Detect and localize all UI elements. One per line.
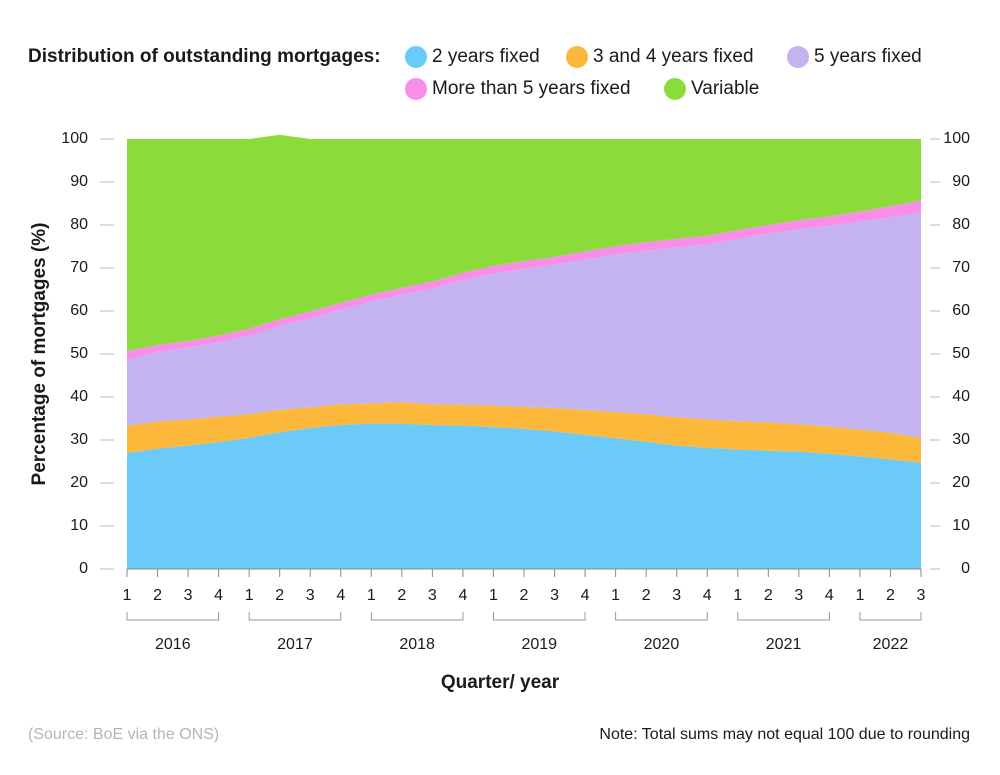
y-tick-label: 40 xyxy=(70,388,88,405)
y-tick-label-right: 80 xyxy=(952,216,970,233)
year-label: 2019 xyxy=(521,636,557,653)
y-tick-label: 60 xyxy=(70,302,88,319)
x-tick-label: 4 xyxy=(214,587,223,604)
legend-label: 5 years fixed xyxy=(814,46,922,67)
note: Note: Total sums may not equal 100 due t… xyxy=(599,726,970,743)
x-tick-label: 3 xyxy=(917,587,926,604)
year-label: 2017 xyxy=(277,636,313,653)
x-tick-label: 4 xyxy=(458,587,467,604)
x-axis-title: Quarter/ year xyxy=(441,672,560,693)
y-tick-label: 70 xyxy=(70,259,88,276)
y-tick-label-right: 70 xyxy=(952,259,970,276)
y-tick-label-right: 10 xyxy=(952,517,970,534)
y-tick-label: 20 xyxy=(70,474,88,491)
area xyxy=(127,134,921,351)
y-tick-label: 80 xyxy=(70,216,88,233)
x-tick-label: 3 xyxy=(184,587,193,604)
legend-marker xyxy=(566,46,588,68)
y-tick-label-right: 0 xyxy=(961,560,970,577)
legend-marker xyxy=(787,46,809,68)
x-tick-label: 3 xyxy=(428,587,437,604)
x-tick-label: 4 xyxy=(825,587,834,604)
y-tick-label: 10 xyxy=(70,517,88,534)
x-tick-label: 4 xyxy=(581,587,590,604)
year-bracket xyxy=(859,612,922,621)
x-tick-label: 4 xyxy=(336,587,345,604)
y-axis-title: Percentage of mortgages (%) xyxy=(29,223,50,486)
legend-title: Distribution of outstanding mortgages: xyxy=(28,46,381,67)
x-tick-label: 2 xyxy=(886,587,895,604)
area xyxy=(127,200,921,361)
x-tick-label: 2 xyxy=(275,587,284,604)
x-tick-label: 1 xyxy=(489,587,498,604)
x-tick-label: 2 xyxy=(153,587,162,604)
year-label: 2018 xyxy=(399,636,435,653)
year-label: 2021 xyxy=(766,636,802,653)
year-label: 2016 xyxy=(155,636,191,653)
y-tick-label: 50 xyxy=(70,345,88,362)
x-tick-label: 1 xyxy=(245,587,254,604)
legend-label: More than 5 years fixed xyxy=(432,78,631,99)
x-tick-label: 3 xyxy=(306,587,315,604)
y-tick-label-right: 50 xyxy=(952,345,970,362)
y-tick-label-right: 90 xyxy=(952,173,970,190)
x-tick-label: 2 xyxy=(397,587,406,604)
x-tick-label: 3 xyxy=(794,587,803,604)
y-tick-label-right: 30 xyxy=(952,431,970,448)
legend-marker xyxy=(664,78,686,100)
legend-label: 3 and 4 years fixed xyxy=(593,46,754,67)
source: (Source: BoE via the ONS) xyxy=(28,726,219,743)
x-tick-label: 3 xyxy=(672,587,681,604)
y-tick-label: 90 xyxy=(70,173,88,190)
year-bracket xyxy=(737,612,830,621)
x-tick-label: 4 xyxy=(703,587,712,604)
y-tick-label-right: 100 xyxy=(943,130,970,147)
y-tick-label: 30 xyxy=(70,431,88,448)
x-tick-label: 1 xyxy=(123,587,132,604)
year-label: 2020 xyxy=(644,636,680,653)
legend-label: Variable xyxy=(691,78,759,99)
area xyxy=(127,212,921,438)
y-tick-label: 100 xyxy=(61,130,88,147)
area xyxy=(127,402,921,463)
year-bracket xyxy=(248,612,342,621)
y-tick-label-right: 40 xyxy=(952,388,970,405)
x-tick-label: 1 xyxy=(367,587,376,604)
y-tick-label-right: 60 xyxy=(952,302,970,319)
x-tick-label: 3 xyxy=(550,587,559,604)
y-tick-label: 0 xyxy=(79,560,88,577)
year-bracket xyxy=(492,612,586,621)
year-bracket xyxy=(126,612,220,621)
x-tick-label: 2 xyxy=(642,587,651,604)
year-bracket xyxy=(615,612,708,621)
year-bracket xyxy=(370,612,464,621)
legend-label: 2 years fixed xyxy=(432,46,540,67)
year-label: 2022 xyxy=(873,636,909,653)
x-tick-label: 2 xyxy=(520,587,529,604)
legend-marker xyxy=(405,78,427,100)
y-tick-label-right: 20 xyxy=(952,474,970,491)
legend-marker xyxy=(405,46,427,68)
x-tick-label: 1 xyxy=(733,587,742,604)
x-tick-label: 1 xyxy=(855,587,864,604)
x-tick-label: 2 xyxy=(764,587,773,604)
x-tick-label: 1 xyxy=(611,587,620,604)
area xyxy=(127,423,921,569)
